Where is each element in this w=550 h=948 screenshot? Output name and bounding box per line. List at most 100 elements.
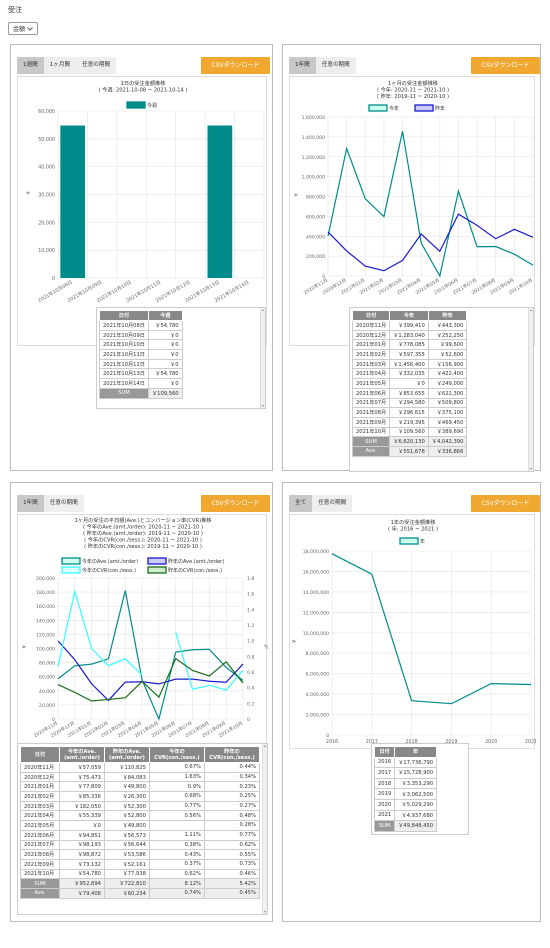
csv-download-button[interactable]: CSVダウンロード xyxy=(471,57,540,74)
table-row: 2020 ￥5,029,290 xyxy=(373,798,438,811)
cell-value: ￥219,395 xyxy=(389,416,429,428)
period-tabs: 1週間 1ヶ月間 任意の期間 xyxy=(17,57,117,74)
table-scrollbar[interactable] xyxy=(260,308,265,408)
cell-value: ￥389,690 xyxy=(427,426,468,438)
y-tick-label: 200,000 xyxy=(36,576,55,582)
sum-value: ￥6,620,130 xyxy=(389,436,429,447)
cell-value: ￥1,283,040 xyxy=(389,329,429,341)
column-header: 昨年の CVR(con./sess.) xyxy=(203,746,261,763)
cell-value: ￥375,100 xyxy=(427,407,468,418)
y-tick-label: 0 xyxy=(52,276,55,282)
table-row: 2021年01月 ￥77,809 ￥49,800 0.9% 0.23% xyxy=(20,781,261,793)
y-tick-label: 50,000 xyxy=(38,137,55,143)
cell-value: 0.44% xyxy=(203,762,261,773)
chart-subtitle: ( 昨年のCVR(con./sess.): 2019-11 ~ 2020-10 … xyxy=(84,542,202,550)
row-label: 2021年04月 xyxy=(20,810,60,822)
daily-chart: 1日の受注金額推移( 今週: 2021-10-08 ~ 2021-10-14 )… xyxy=(17,76,267,346)
cell-value: ￥3,062,500 xyxy=(394,788,438,800)
tab-custom-period[interactable]: 任意の期間 xyxy=(49,500,78,506)
cell-value: ￥94,851 xyxy=(58,829,105,841)
sum-value: 5.42% xyxy=(203,878,261,889)
y-tick-label: 6,000,000 xyxy=(306,672,329,678)
x-tick-label: 2016 xyxy=(326,739,338,745)
cell-value: ￥15,728,900 xyxy=(394,767,438,779)
cell-value: ￥54,780 xyxy=(147,368,183,380)
cell-value: ￥249,000 xyxy=(427,378,468,389)
row-label: 2021年10月12日 xyxy=(99,358,149,370)
table-row: 2021年10月11日 ￥0 xyxy=(99,349,183,360)
y-tick-label: 2,000,000 xyxy=(306,713,329,719)
ave-value: 0.45% xyxy=(203,887,261,899)
sum-value: ￥109,560 xyxy=(147,387,183,399)
tab-custom-period[interactable]: 任意の期間 xyxy=(82,62,111,68)
table-row: 2021年10月 ￥54,780 ￥77,938 0.62% 0.46% xyxy=(20,868,261,880)
cell-value: ￥49,800 xyxy=(103,781,150,793)
y2-tick-label: 0.4 xyxy=(247,686,254,692)
tab-all[interactable]: 全て xyxy=(289,495,313,512)
csv-download-button[interactable]: CSVダウンロード xyxy=(201,57,270,74)
y-tick-label: 0 xyxy=(322,274,325,280)
tab-1week[interactable]: 1週間 xyxy=(17,57,44,74)
ave-value: ￥79,408 xyxy=(58,887,105,899)
series-line xyxy=(327,131,534,278)
monthly-table-grid: 日付 今年 昨年 2020年11月 ￥399,410 ￥443,300 2020年12月 ￥… xyxy=(351,310,468,457)
tab-1year[interactable]: 1年間 xyxy=(17,495,44,512)
y-tick-label: 120,000 xyxy=(36,632,55,638)
cell-value: ￥54,780 xyxy=(147,320,183,331)
series-line xyxy=(327,213,534,272)
x-tick-label: 2018 xyxy=(405,739,417,745)
y2-tick-label: 0.8 xyxy=(247,654,254,660)
table-row: 2021年05月 ￥0 ￥49,800 0.28% xyxy=(20,820,261,831)
ave-row: Ave. ￥551,678 ￥336,866 xyxy=(351,445,468,457)
y-tick-label: 4,000,000 xyxy=(306,692,329,698)
metric-select[interactable]: 金額 xyxy=(8,22,38,35)
row-label: 2021年01月 xyxy=(20,781,60,793)
sum-row: SUM ￥109,560 xyxy=(99,387,183,399)
sum-label: SUM xyxy=(99,387,149,399)
y-tick-label: 10,000,000 xyxy=(303,631,329,637)
chart-subtitle: ( 昨年: 2019-11 ~ 2020-10 ) xyxy=(377,92,449,100)
cell-value: ￥422,400 xyxy=(427,368,468,380)
cell-value: ￥73,132 xyxy=(58,858,105,870)
cell-value: 0.9% xyxy=(148,781,205,793)
tab-1year[interactable]: 1年間 xyxy=(289,57,316,74)
row-label: 2021年10月09日 xyxy=(99,329,149,341)
column-header: 今年のAve. (amt./order) xyxy=(58,746,105,763)
cell-value: ￥0 xyxy=(147,378,183,389)
y2-axis-label: % xyxy=(264,645,268,651)
csv-download-button[interactable]: CSVダウンロード xyxy=(201,495,270,512)
y-tick-label: 140,000 xyxy=(36,618,55,624)
y-tick-label: 18,000,000 xyxy=(303,549,329,555)
tab-1month[interactable]: 1ヶ月間 xyxy=(49,62,71,68)
row-label: 2017 xyxy=(373,767,396,779)
tab-custom-period[interactable]: 任意の期間 xyxy=(321,62,350,68)
chart-subtitle: ( 昨年のAve.(amt./order): 2019-11 ~ 2020-10… xyxy=(83,529,203,537)
panel-yearly: 全て 任意の期間 CSVダウンロード 1年の受注金額推移( 年: 2016 ~ … xyxy=(282,482,541,922)
csv-download-button[interactable]: CSVダウンロード xyxy=(471,495,540,512)
cell-value: ￥0 xyxy=(389,378,429,389)
cell-value: 0.38% xyxy=(148,839,205,851)
cell-value: ￥4,937,680 xyxy=(394,809,438,822)
cell-value: ￥99,600 xyxy=(427,339,468,351)
sum-value: ￥4,042,390 xyxy=(427,436,468,447)
y-tick-label: 200,000 xyxy=(306,254,325,260)
column-header: 昨年のAve. (amt./order) xyxy=(103,746,150,763)
sum-label: SUM xyxy=(351,436,391,447)
tab-custom-period[interactable]: 任意の期間 xyxy=(318,500,347,506)
cell-value: 0.77% xyxy=(203,829,261,841)
cell-value: ￥56,573 xyxy=(103,829,150,841)
series-line xyxy=(331,553,532,705)
row-label: 2021年10月10日 xyxy=(99,339,149,351)
sum-value: ￥722,810 xyxy=(103,878,150,889)
table-row: 2021年09月 ￥219,395 ￥469,450 xyxy=(351,416,468,428)
row-label: 2021年03月 xyxy=(351,358,391,370)
y2-tick-label: 1.2 xyxy=(247,623,254,629)
cell-value: ￥75,473 xyxy=(58,771,105,783)
cell-value: 0.46% xyxy=(203,868,261,880)
panel-ave-cvr: 1年間 任意の期間 CSVダウンロード 1ヶ月の受注の平均額(Ave.)とコンバ… xyxy=(10,482,273,922)
row-label: 2021 xyxy=(373,809,396,822)
table-scrollbar[interactable] xyxy=(262,744,267,914)
row-label: 2021年09月 xyxy=(351,416,391,428)
cell-value: 1.63% xyxy=(148,771,205,783)
table-scrollbar[interactable] xyxy=(528,308,533,471)
